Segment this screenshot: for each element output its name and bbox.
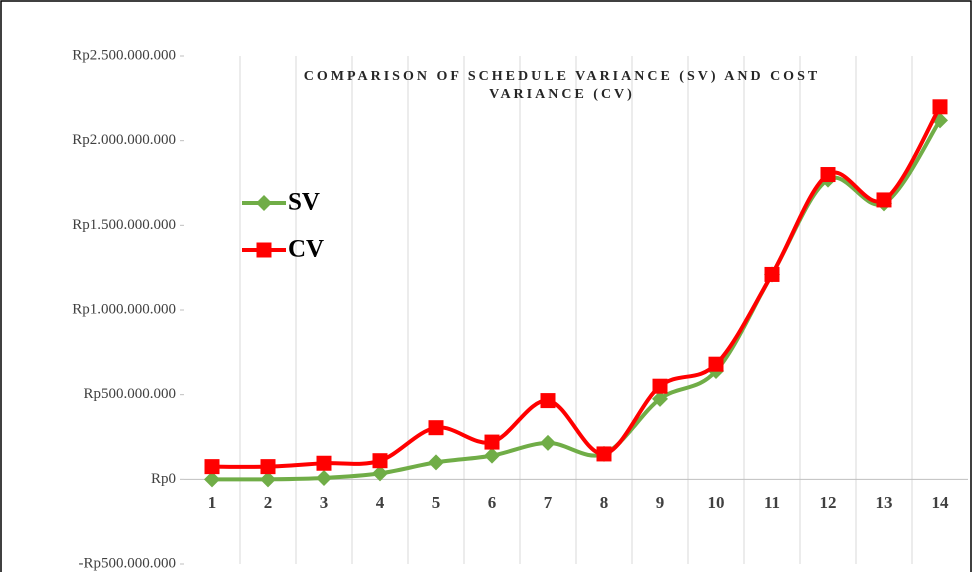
x-tick-label: 6 xyxy=(488,493,497,512)
x-tick-label: 7 xyxy=(544,493,553,512)
data-point xyxy=(484,434,500,450)
data-point xyxy=(652,390,668,407)
x-tick-label: 5 xyxy=(432,493,441,512)
y-tick-label: -Rp500.000.000 xyxy=(79,555,177,571)
data-point xyxy=(372,465,388,482)
legend-marker xyxy=(256,195,272,211)
y-tick-label: Rp2.000.000.000 xyxy=(72,132,176,148)
x-tick-label: 2 xyxy=(264,493,273,512)
x-tick-label: 3 xyxy=(320,493,329,512)
chart-title: COMPARISON OF SCHEDULE VARIANCE (SV) AND… xyxy=(304,69,820,84)
y-tick-label: Rp1.000.000.000 xyxy=(72,301,176,317)
y-tick-label: Rp500.000.000 xyxy=(83,386,176,402)
y-tick-label: Rp1.500.000.000 xyxy=(72,217,176,233)
data-point xyxy=(316,469,332,486)
y-tick-label: Rp2.500.000.000 xyxy=(72,47,176,63)
x-tick-label: 13 xyxy=(876,493,893,512)
x-tick-label: 9 xyxy=(656,493,665,512)
legend-label: CV xyxy=(288,236,324,263)
x-tick-label: 12 xyxy=(820,493,837,512)
x-tick-label: 4 xyxy=(376,493,385,512)
data-point xyxy=(596,446,612,462)
data-point xyxy=(204,471,220,488)
x-tick-label: 8 xyxy=(600,493,609,512)
chart-title: VARIANCE (CV) xyxy=(489,87,635,102)
data-point xyxy=(260,459,276,475)
y-tick-label: Rp0 xyxy=(151,471,176,487)
data-point xyxy=(204,459,220,475)
data-point xyxy=(932,99,948,115)
x-tick-label: 1 xyxy=(208,493,217,512)
data-point xyxy=(652,378,668,394)
data-point xyxy=(428,454,444,471)
data-point xyxy=(876,192,892,208)
data-point xyxy=(372,453,388,469)
legend-marker xyxy=(256,242,272,258)
data-point xyxy=(820,167,836,183)
data-point xyxy=(260,471,276,488)
x-tick-label: 14 xyxy=(932,493,950,512)
data-point xyxy=(540,393,556,409)
data-point xyxy=(316,455,332,471)
data-point xyxy=(428,420,444,436)
data-point xyxy=(764,266,780,282)
legend-label: SV xyxy=(288,189,320,216)
x-tick-label: 11 xyxy=(764,493,780,512)
data-point xyxy=(540,434,556,451)
data-point xyxy=(484,447,500,464)
data-point xyxy=(708,356,724,372)
x-tick-label: 10 xyxy=(708,493,725,512)
